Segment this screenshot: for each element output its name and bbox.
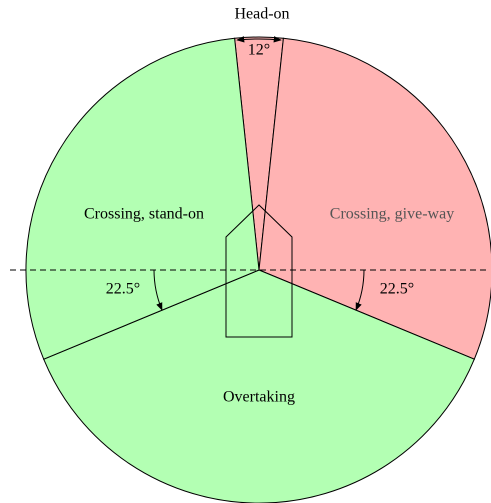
give-way-label: Crossing, give-way [330, 206, 454, 223]
angle-arc-head-on [236, 36, 282, 43]
sector-stand-on [25, 37, 260, 360]
right-angle: 22.5° [380, 281, 414, 298]
stand-on-label: Crossing, stand-on [84, 206, 204, 223]
vessel [225, 204, 293, 338]
sector-overtaking [43, 269, 475, 503]
angle-arc-right [355, 269, 365, 311]
angle-arc-left [153, 269, 163, 311]
head-on-angle: 12° [248, 42, 270, 59]
head-on-label: Head-on [234, 6, 289, 23]
sector-give-way [258, 37, 491, 360]
overtaking-label: Overtaking [223, 389, 295, 406]
left-angle: 22.5° [106, 281, 140, 298]
